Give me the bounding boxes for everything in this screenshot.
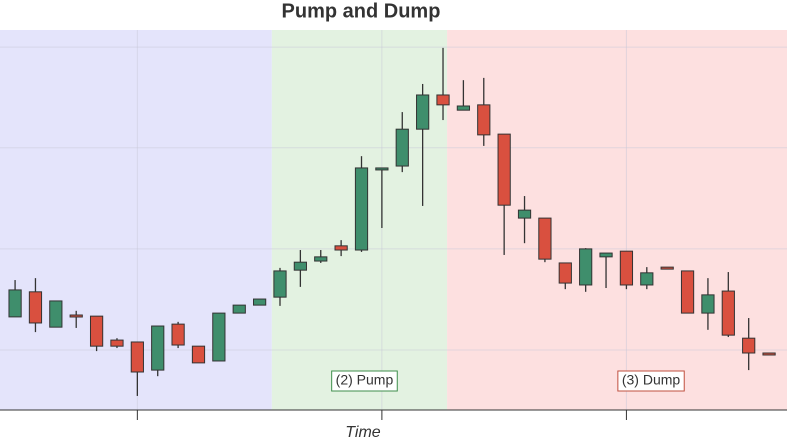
region-label: (2) Pump (336, 372, 394, 388)
candle-body (395, 128, 409, 167)
candle-body (110, 339, 124, 347)
candle-body (151, 325, 165, 371)
region (447, 30, 787, 410)
candle-body (232, 304, 246, 314)
candle-body (619, 250, 634, 286)
candle-body (558, 262, 572, 284)
region-label-box (331, 370, 398, 392)
candle-body (212, 312, 226, 362)
label-layer: (1) Accumulation(2) Pump(3) Dump (0, 370, 787, 420)
candle-body (334, 245, 348, 251)
candle-body (640, 272, 654, 286)
candle-body (456, 105, 471, 111)
candle-body (701, 294, 715, 314)
region-label-box (617, 370, 685, 392)
region-label: (3) Dump (622, 372, 681, 388)
candle-body (762, 352, 776, 356)
x-axis-label: Time (345, 424, 381, 441)
candle-body (680, 270, 695, 314)
candle-body (416, 94, 430, 130)
candle-body (742, 337, 756, 354)
candle-body (130, 341, 144, 373)
chart-title: Pump and Dump (282, 0, 441, 22)
candle-body (49, 300, 63, 328)
candle-body (517, 209, 532, 219)
candle-body (293, 261, 307, 271)
candle-body (375, 167, 389, 171)
candle-body (436, 94, 450, 106)
candle-body (477, 104, 491, 136)
candle-body (191, 345, 206, 364)
candle-body (660, 266, 674, 270)
candle-body (497, 133, 511, 206)
candle-body (538, 217, 552, 260)
candle-body (28, 291, 43, 324)
background-layer (0, 30, 787, 410)
candle-body (599, 252, 613, 258)
candle-body (89, 315, 104, 347)
candle-body (273, 270, 287, 298)
candle-body (354, 167, 369, 251)
marks-layer (8, 47, 776, 396)
candle-body (69, 314, 83, 318)
candle-body (314, 256, 328, 262)
candle-body (253, 298, 267, 306)
candle-body (171, 323, 185, 346)
candle-body (579, 248, 593, 286)
candle-body (8, 289, 22, 318)
candle-body (721, 290, 735, 336)
